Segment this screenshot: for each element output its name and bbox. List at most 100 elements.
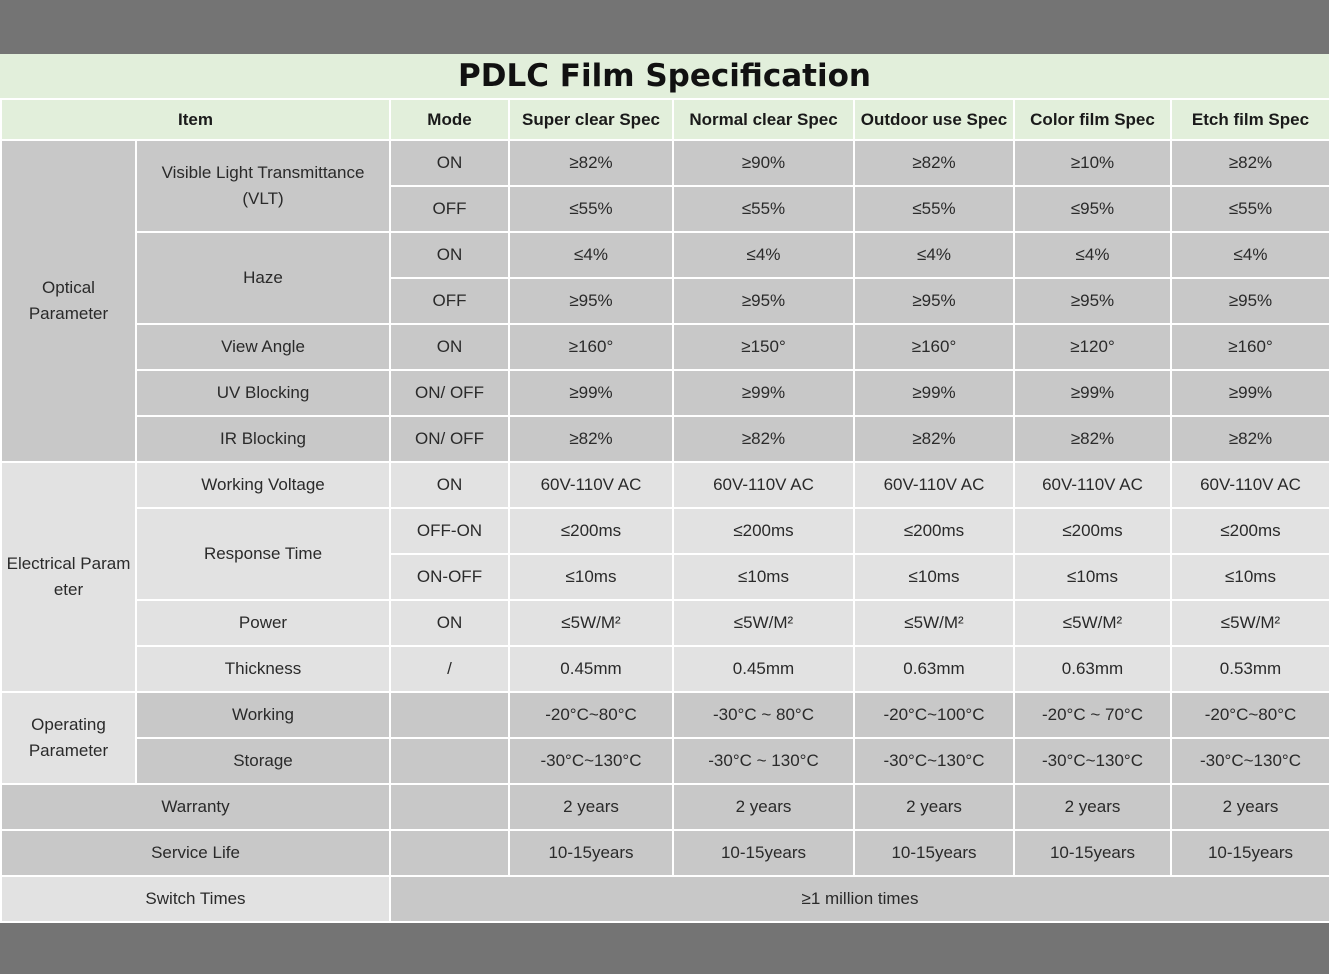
value-cell: 60V-110V AC — [672, 461, 855, 509]
value-cell: ≥82% — [853, 415, 1015, 463]
table-row: Response Time OFF-ON ≤200ms ≤200ms ≤200m… — [1, 507, 1329, 601]
value-cell: 0.45mm — [672, 645, 855, 693]
value-cell: ≤4% — [853, 231, 1015, 279]
value-cell: ≤95% — [1013, 185, 1172, 233]
category-electrical: Electrical Param eter — [0, 461, 137, 693]
value-cell: ≥95% — [1170, 277, 1329, 325]
value-cell: ≥90% — [672, 139, 855, 187]
value-cell: ≤5W/M² — [853, 599, 1015, 647]
value-cell: 2 years — [853, 783, 1015, 831]
value-cell: ≥95% — [1013, 277, 1172, 325]
value-cell: ≥99% — [672, 369, 855, 417]
mode-cell: ON-OFF — [389, 553, 510, 601]
param-label: Haze — [135, 231, 391, 325]
mode-cell — [389, 691, 510, 739]
mode-cell: ON — [389, 323, 510, 371]
mode-cell: / — [389, 645, 510, 693]
value-cell: ≥82% — [1170, 139, 1329, 187]
table-row: Optical Parameter Visible Light Transmit… — [0, 139, 1329, 463]
value-cell: ≥82% — [508, 415, 674, 463]
table-row: IR Blocking ON/ OFF ≥82% ≥82% ≥82% ≥82% … — [1, 415, 1329, 463]
value-cell: ≤10ms — [508, 553, 674, 601]
mode-cell — [389, 783, 510, 831]
table-row: View Angle ON ≥160° ≥150° ≥160° ≥120° ≥1… — [1, 323, 1329, 371]
value-cell: ≤55% — [672, 185, 855, 233]
value-cell: 0.63mm — [1013, 645, 1172, 693]
value-cell: ≤10ms — [1013, 553, 1172, 601]
header-mode: Mode — [389, 98, 510, 141]
value-cell: ≥150° — [672, 323, 855, 371]
value-cell: ≤55% — [853, 185, 1015, 233]
table-row: Warranty 2 years 2 years 2 years 2 years… — [0, 783, 1329, 831]
value-cell: -30°C~130°C — [1013, 737, 1172, 785]
value-cell: ≥160° — [853, 323, 1015, 371]
param-label: Switch Times — [0, 875, 391, 923]
mode-cell — [389, 829, 510, 877]
table-row: Operating Parameter Working -20°C~80°C -… — [0, 691, 1329, 785]
mode-cell: ON/ OFF — [389, 415, 510, 463]
value-cell: ≥95% — [508, 277, 674, 325]
table-row: UV Blocking ON/ OFF ≥99% ≥99% ≥99% ≥99% … — [1, 369, 1329, 417]
header-spec: Normal clear Spec — [672, 98, 855, 141]
value-cell: ≤4% — [1013, 231, 1172, 279]
value-cell: ≥99% — [1170, 369, 1329, 417]
value-cell: ≥82% — [508, 139, 674, 187]
value-cell: ≥82% — [672, 415, 855, 463]
value-cell: 60V-110V AC — [1170, 461, 1329, 509]
header-item: Item — [0, 98, 391, 141]
header-spec: Outdoor use Spec — [853, 98, 1015, 141]
param-label: Power — [135, 599, 391, 647]
value-cell: ≤200ms — [508, 507, 674, 555]
category-optical: Optical Parameter — [0, 139, 137, 463]
value-cell: -30°C ~ 130°C — [672, 737, 855, 785]
value-cell: ≥99% — [1013, 369, 1172, 417]
value-cell: ≤5W/M² — [1013, 599, 1172, 647]
value-cell: ≤4% — [508, 231, 674, 279]
value-cell: ≤200ms — [1013, 507, 1172, 555]
value-cell: -20°C~80°C — [1170, 691, 1329, 739]
value-cell: ≤5W/M² — [508, 599, 674, 647]
value-cell: 10-15years — [1170, 829, 1329, 877]
value-cell: ≤5W/M² — [1170, 599, 1329, 647]
table-row: Haze ON ≤4% ≤4% ≤4% ≤4% ≤4% — [1, 231, 1329, 325]
value-cell: ≥82% — [1170, 415, 1329, 463]
table-row: Power ON ≤5W/M² ≤5W/M² ≤5W/M² ≤5W/M² ≤5W… — [1, 599, 1329, 647]
mode-cell: ON — [389, 461, 510, 509]
value-cell: 0.63mm — [853, 645, 1015, 693]
value-cell: 10-15years — [672, 829, 855, 877]
value-cell: 2 years — [508, 783, 674, 831]
header-spec: Etch film Spec — [1170, 98, 1329, 141]
param-label: Working — [135, 691, 391, 739]
table-row: Service Life 10-15years 10-15years 10-15… — [0, 829, 1329, 877]
value-cell: ≥95% — [853, 277, 1015, 325]
header-row: Item Mode Super clear Spec Normal clear … — [0, 98, 1329, 141]
value-cell: -20°C~100°C — [853, 691, 1015, 739]
value-cell: ≤10ms — [853, 553, 1015, 601]
value-cell: -30°C~130°C — [508, 737, 674, 785]
table-row: Switch Times ≥1 million times — [0, 875, 1329, 923]
value-cell: ≥120° — [1013, 323, 1172, 371]
value-cell: -30°C~130°C — [1170, 737, 1329, 785]
table-row: Electrical Param eter Working Voltage ON… — [0, 461, 1329, 693]
mode-cell: OFF — [389, 277, 510, 325]
value-cell: ≥82% — [1013, 415, 1172, 463]
value-cell: 10-15years — [853, 829, 1015, 877]
category-operating: Operating Parameter — [0, 691, 137, 785]
value-cell: ≤10ms — [1170, 553, 1329, 601]
value-cell: 2 years — [1013, 783, 1172, 831]
param-label: Warranty — [0, 783, 391, 831]
mode-cell — [389, 737, 510, 785]
value-cell: -20°C ~ 70°C — [1013, 691, 1172, 739]
param-label: View Angle — [135, 323, 391, 371]
param-label: Visible Light Transmittance (VLT) — [135, 139, 391, 233]
value-cell: ≤55% — [508, 185, 674, 233]
value-cell: ≤10ms — [672, 553, 855, 601]
mode-cell: ON/ OFF — [389, 369, 510, 417]
value-cell: ≥160° — [508, 323, 674, 371]
table-row: OFF ≥95% ≥95% ≥95% ≥95% ≥95% — [1, 277, 1329, 325]
value-cell: 0.53mm — [1170, 645, 1329, 693]
value-cell: ≤4% — [1170, 231, 1329, 279]
value-cell: ≥160° — [1170, 323, 1329, 371]
mode-cell: ON — [389, 231, 510, 279]
param-label: Response Time — [135, 507, 391, 601]
